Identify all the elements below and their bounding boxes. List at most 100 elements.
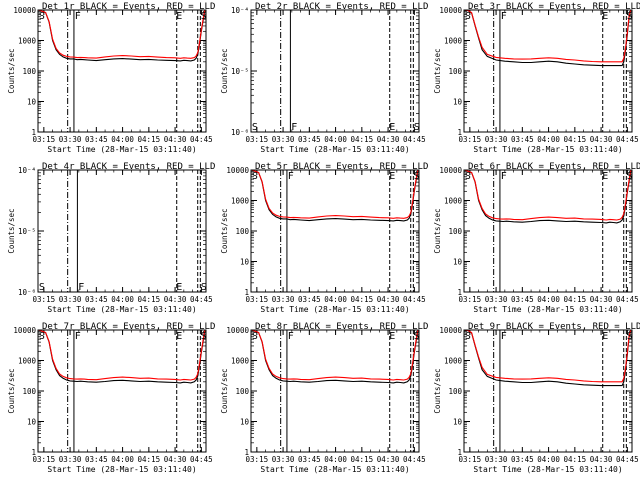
y-tick-label: 100 (448, 67, 462, 76)
x-tick-label: 04:15 (351, 455, 374, 464)
x-tick-label: 04:00 (111, 455, 134, 464)
x-tick-label: 03:45 (85, 455, 108, 464)
lld-series-line (464, 330, 632, 383)
plot-frame (250, 329, 420, 453)
marker-letter-S: S (201, 331, 207, 342)
x-tick-label: 04:30 (164, 455, 187, 464)
x-tick-label: 04:45 (190, 455, 213, 464)
marker-letter-F: F (75, 331, 81, 342)
marker-letter-S: S (252, 331, 258, 342)
x-tick-label: 03:45 (511, 135, 534, 144)
x-axis-label: Start Time (28-Mar-15 03:11:40) (47, 305, 196, 314)
marker-letter-F: F (291, 122, 297, 133)
x-axis-label: Start Time (28-Mar-15 03:11:40) (260, 465, 409, 474)
marker-letter-S: S (252, 171, 258, 182)
y-tick-label: 10 (27, 418, 37, 427)
plot-frame (37, 9, 207, 133)
x-tick-label: 03:45 (298, 295, 321, 304)
x-tick-label: 04:15 (564, 295, 587, 304)
x-tick-label: 04:30 (590, 455, 613, 464)
events-series-line (464, 330, 632, 387)
plot-frame (37, 329, 207, 453)
y-tick-label: 10⁻⁴ (231, 6, 249, 15)
x-tick-label: 03:15 (459, 455, 482, 464)
y-tick-label: 100 (22, 67, 36, 76)
x-tick-label: 04:15 (351, 135, 374, 144)
y-tick-label: 100 (235, 387, 249, 396)
lld-series-line (38, 10, 206, 59)
x-tick-label: 04:00 (111, 295, 134, 304)
panel-title: Det 8r BLACK = Events, RED = LLD (255, 322, 428, 332)
marker-letter-S: S (39, 331, 45, 342)
marker-letter-F: F (288, 331, 294, 342)
x-tick-label: 04:45 (616, 455, 639, 464)
plot-frame (37, 169, 207, 293)
marker-letter-S: S (201, 11, 207, 22)
y-tick-label: 10 (240, 258, 250, 267)
y-tick-label: 1 (244, 288, 249, 297)
panel-det-9: Det 9r BLACK = Events, RED = LLD 1 10 100 10… (433, 322, 640, 474)
x-tick-label: 04:15 (564, 135, 587, 144)
x-tick-label: 04:30 (377, 135, 400, 144)
marker-letter-E: E (176, 282, 182, 293)
x-tick-label: 03:15 (33, 455, 56, 464)
y-axis-label: Counts/sec (433, 368, 442, 413)
x-tick-label: 03:15 (246, 135, 269, 144)
x-tick-label: 04:00 (537, 455, 560, 464)
x-tick-label: 04:30 (164, 135, 187, 144)
y-tick-label: 10 (453, 258, 463, 267)
y-axis-label: Counts/sec (220, 48, 229, 93)
y-tick-label: 100 (448, 227, 462, 236)
x-tick-label: 03:45 (511, 455, 534, 464)
x-tick-label: 03:30 (485, 455, 508, 464)
y-axis-label: Counts/sec (433, 48, 442, 93)
marker-letter-F: F (501, 331, 507, 342)
panel-det-6: Det 6r BLACK = Events, RED = LLD 1 10 100 10… (433, 162, 640, 314)
y-tick-label: 1 (457, 288, 462, 297)
x-axis-label: Start Time (28-Mar-15 03:11:40) (47, 145, 196, 154)
y-tick-label: 10 (453, 98, 463, 107)
y-tick-label: 1000 (231, 197, 250, 206)
plot-frame (463, 9, 633, 133)
marker-letter-S: S (39, 11, 45, 22)
panel-title: Det 7r BLACK = Events, RED = LLD (42, 322, 215, 332)
y-tick-label: 100 (235, 227, 249, 236)
events-series-line (251, 330, 419, 384)
marker-letter-F: F (75, 11, 81, 22)
marker-letter-F: F (501, 11, 507, 22)
x-tick-label: 03:15 (459, 135, 482, 144)
x-tick-label: 03:15 (246, 455, 269, 464)
x-tick-label: 03:15 (246, 295, 269, 304)
y-axis-label: Counts/sec (7, 48, 16, 93)
x-tick-label: 04:45 (616, 135, 639, 144)
x-tick-label: 03:30 (272, 135, 295, 144)
y-tick-label: 1 (244, 448, 249, 457)
y-tick-label: 1000 (444, 37, 463, 46)
marker-letter-S: S (465, 331, 471, 342)
y-tick-label: 10000 (226, 326, 249, 335)
marker-letter-E: E (176, 11, 182, 22)
y-tick-label: 1000 (18, 357, 37, 366)
lld-series-line (251, 170, 419, 219)
x-tick-label: 04:45 (616, 295, 639, 304)
y-tick-label: 10⁻⁶ (231, 128, 249, 137)
x-tick-label: 04:30 (377, 295, 400, 304)
panel-det-8: Det 8r BLACK = Events, RED = LLD 1 10 100 10… (220, 322, 428, 474)
x-tick-label: 04:45 (403, 135, 426, 144)
lld-series-line (464, 10, 632, 63)
y-tick-label: 10 (240, 418, 250, 427)
x-tick-label: 04:00 (111, 135, 134, 144)
marker-letter-E: E (602, 171, 608, 182)
x-tick-label: 03:45 (85, 135, 108, 144)
plot-frame (463, 329, 633, 453)
panel-title: Det 6r BLACK = Events, RED = LLD (468, 162, 640, 172)
marker-letter-S: S (627, 11, 633, 22)
marker-letter-S: S (201, 282, 207, 293)
panel-det-4: Det 4r BLACK = Events, RED = LLD 10⁻⁶ 10⁻⁵… (7, 162, 215, 314)
panel-title: Det 1r BLACK = Events, RED = LLD (42, 2, 215, 12)
